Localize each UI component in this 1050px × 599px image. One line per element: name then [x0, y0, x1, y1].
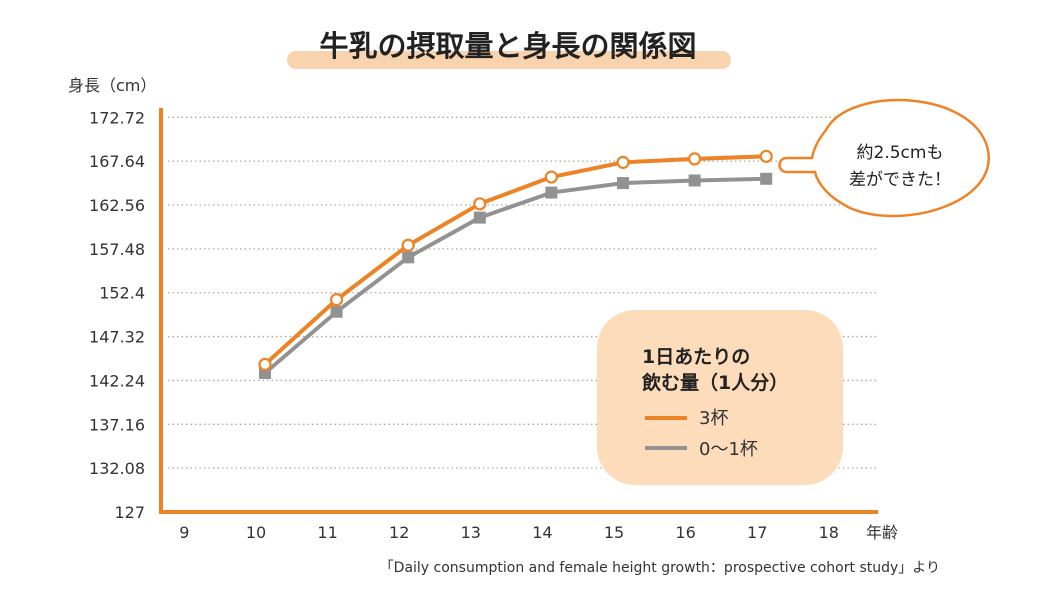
- data-point: [616, 155, 630, 169]
- title-highlight: [287, 51, 731, 69]
- x-tick-label: 17: [747, 523, 767, 542]
- y-tick-label: 152.4: [99, 284, 145, 303]
- y-tick-label: 132.08: [89, 459, 145, 478]
- x-tick-label: 18: [819, 523, 839, 542]
- series-group: [258, 149, 773, 380]
- y-tick-labels: 127 132.08 137.16 142.24 147.32 152.4 157.48 16…: [89, 108, 145, 522]
- x-tick-label: 13: [461, 523, 481, 542]
- y-tick-label: 147.32: [89, 328, 145, 347]
- data-point: [760, 172, 773, 185]
- y-tick-label: 137.16: [89, 415, 145, 434]
- x-tick-label: 15: [604, 523, 624, 542]
- data-point: [330, 305, 343, 318]
- source-note: 「Daily consumption and female height gro…: [380, 560, 940, 576]
- y-tick-label: 127: [114, 503, 145, 522]
- y-tick-label: 172.72: [89, 108, 145, 127]
- y-tick-label: 142.24: [89, 371, 145, 390]
- legend-title-line1: 1日あたりの: [642, 346, 750, 368]
- x-tick-label: 12: [389, 523, 409, 542]
- data-point: [473, 211, 486, 224]
- data-point: [473, 197, 487, 211]
- y-tick-label: 157.48: [89, 240, 145, 259]
- gridlines: [168, 116, 878, 469]
- y-tick-label: 162.56: [89, 196, 145, 215]
- legend-title-line2: 飲む量（1人分）: [641, 371, 788, 394]
- data-point: [401, 238, 415, 252]
- data-point: [617, 177, 629, 190]
- legend-label-3cups: 3杯: [699, 408, 728, 429]
- x-tick-label: 11: [317, 523, 337, 542]
- legend-label-0-1cups: 0〜1杯: [699, 439, 758, 460]
- data-point: [545, 186, 558, 199]
- data-point: [544, 170, 559, 184]
- y-axis-label: 身長（cm）: [68, 76, 156, 95]
- series-line: [263, 154, 767, 366]
- data-point: [258, 357, 272, 371]
- data-point: [330, 293, 344, 307]
- annotation-line1: 約2.5cmも: [857, 143, 944, 163]
- x-tick-label: 10: [246, 523, 266, 542]
- legend: 1日あたりの 飲む量（1人分） 3杯 0〜1杯: [597, 310, 843, 485]
- x-axis-label: 年齢: [866, 523, 898, 542]
- y-tick-label: 167.64: [89, 152, 145, 171]
- legend-box: [597, 310, 843, 485]
- series-line: [263, 176, 767, 375]
- chart-title: 牛乳の摂取量と身長の関係図: [319, 29, 696, 63]
- x-tick-label: 14: [532, 523, 552, 542]
- data-point: [402, 251, 415, 264]
- data-point: [759, 149, 773, 163]
- annotation-line2: 差ができた！: [849, 170, 951, 190]
- data-point: [687, 152, 702, 166]
- x-tick-labels: 9 10 11 12 13 14 15 16 17 18: [179, 523, 839, 542]
- x-tick-label: 16: [675, 523, 695, 542]
- x-tick-label: 9: [179, 523, 189, 542]
- speech-bubble-shape: [778, 98, 990, 218]
- annotation-bubble: 約2.5cmも 差ができた！: [778, 98, 990, 218]
- data-point: [688, 174, 701, 187]
